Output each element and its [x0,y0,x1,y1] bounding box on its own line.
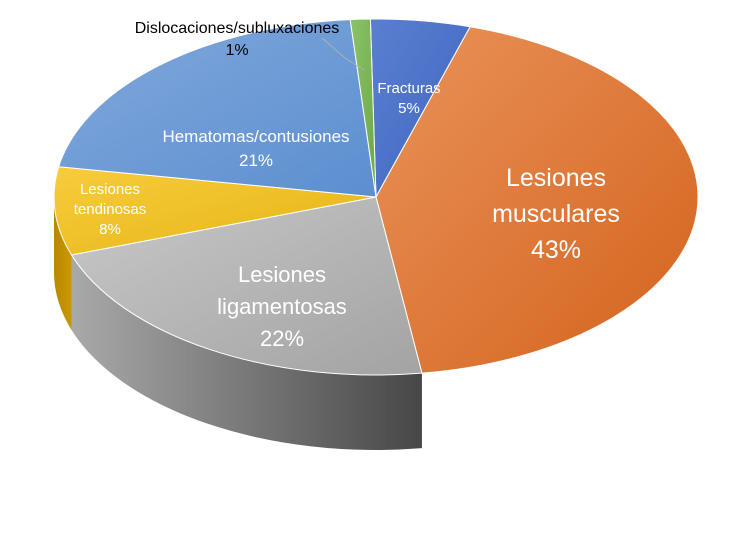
value-label-lesiones-musculares: 43% [531,236,581,264]
slice-lesiones-ligamentosas [70,196,423,376]
value-label-lesiones-ligamentosas: 22% [260,326,304,351]
slice-dislocaciones-subluxaciones [349,18,377,198]
slice-labels: Fracturas 5%Lesiones musculares 43%Lesiones… [74,20,620,351]
label-text-lesiones-musculares: musculares [492,200,620,228]
leader-line-dislocaciones [321,37,365,71]
label-lesiones-ligamentosas: Lesiones ligamentosas 22% [217,262,347,351]
label-text-lesiones-ligamentosas: ligamentosas [217,294,347,319]
label-dislocaciones-subluxaciones: Dislocaciones/subluxaciones 1% [135,20,340,59]
label-fracturas: Fracturas 5% [377,80,440,117]
label-text-lesiones-tendinosas: Lesiones [80,181,140,198]
pie-slices [53,18,699,376]
label-text-lesiones-ligamentosas: Lesiones [238,262,326,287]
label-text-hematomas-contusiones: Hematomas/contusiones [162,127,349,146]
value-label-lesiones-tendinosas: 8% [99,221,121,238]
label-text-lesiones-musculares: Lesiones [506,164,606,192]
value-label-hematomas-contusiones: 21% [239,151,273,170]
value-label-fracturas: 5% [398,100,420,117]
label-text-lesiones-tendinosas: tendinosas [74,201,147,218]
label-text-dislocaciones-subluxaciones: Dislocaciones/subluxaciones [135,20,340,37]
label-text-fracturas: Fracturas [377,80,440,97]
leader-lines [321,37,365,71]
slice-lesiones-tendinosas [53,166,377,256]
label-lesiones-musculares: Lesiones musculares 43% [492,164,620,264]
slice-hematomas-contusiones [58,19,377,198]
slice-lesiones-musculares [375,26,699,374]
label-hematomas-contusiones: Hematomas/contusiones 21% [162,127,349,170]
pie-side-walls [54,197,422,450]
label-lesiones-tendinosas: Lesiones tendinosas 8% [74,181,147,238]
value-label-dislocaciones-subluxaciones: 1% [225,42,248,59]
side-lesiones-tendinosas [54,197,72,330]
side-lesiones-ligamentosas [71,254,422,450]
